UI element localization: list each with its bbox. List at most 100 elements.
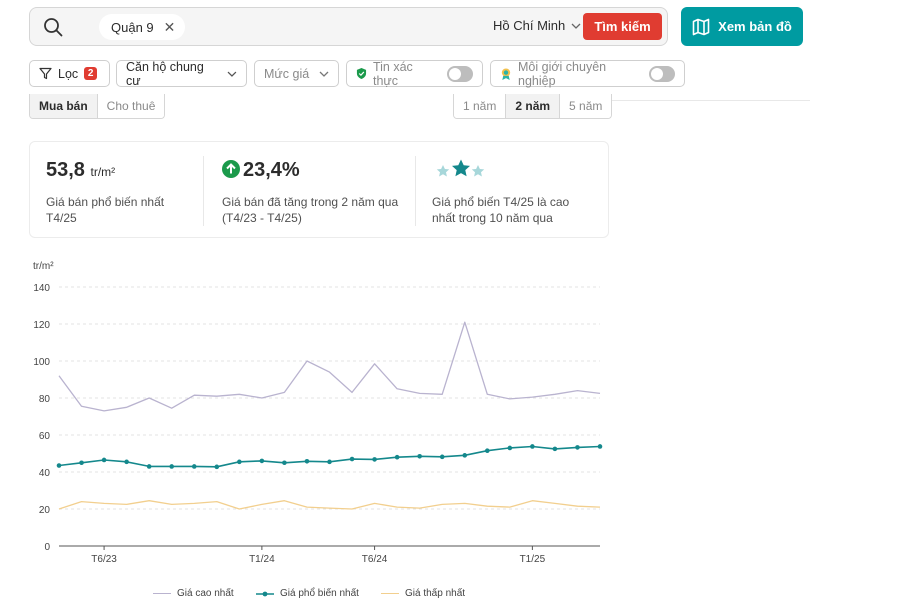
location-chip[interactable]: Quận 9 ✕: [99, 14, 186, 40]
verified-toggle[interactable]: Tin xác thực: [346, 59, 483, 88]
data-point: [417, 453, 422, 459]
close-icon[interactable]: ✕: [163, 19, 176, 35]
tab-mua-ban[interactable]: Mua bán: [30, 94, 97, 118]
stat-growth-value: 23,4%: [222, 159, 300, 182]
price-select[interactable]: Mức giá: [254, 60, 339, 87]
data-point: [462, 453, 468, 458]
star-rating-icon: [436, 159, 485, 177]
tab-cho-thue[interactable]: Cho thuê: [96, 94, 165, 118]
verified-switch[interactable]: [447, 65, 473, 82]
stat-growth-desc: Giá bán đã tăng trong 2 năm qua (T4/23 -…: [222, 195, 399, 225]
data-point: [237, 459, 242, 465]
medal-icon: [501, 67, 511, 80]
property-type-select[interactable]: Căn hộ chung cư: [116, 59, 247, 88]
legend-low-label: Giá thấp nhất: [405, 588, 466, 599]
data-point: [372, 457, 377, 462]
pro-agent-label: Môi giới chuyên nghiệp: [518, 59, 607, 88]
chevron-down-icon: [571, 23, 581, 29]
data-point: [79, 460, 84, 466]
legend-common: Giá phổ biến nhất: [256, 588, 359, 599]
growth-value-number: 23,4%: [243, 159, 300, 181]
data-point: [484, 448, 490, 454]
divider: [600, 100, 810, 101]
city-select[interactable]: Hồ Chí Minh: [493, 18, 581, 33]
data-point: [552, 446, 558, 452]
legend-high-label: Giá cao nhất: [177, 588, 234, 599]
data-point: [439, 454, 445, 460]
tab-5-years[interactable]: 5 năm: [559, 94, 612, 118]
legend-low: Giá thấp nhất: [381, 588, 465, 599]
data-point: [327, 459, 332, 465]
price-select-label: Mức giá: [264, 66, 310, 81]
y-tick-label: 20: [39, 505, 51, 516]
x-tick-label: T1/25: [520, 554, 546, 565]
series-line-0: [58, 321, 601, 412]
price-stats-card: 53,8 tr/m² Giá bán phổ biến nhất T4/25 2…: [29, 141, 609, 238]
data-point: [101, 457, 107, 463]
y-tick-label: 80: [39, 394, 51, 405]
listing-type-tabs: Mua bán Cho thuê: [29, 94, 166, 119]
stat-common-price: 53,8 tr/m² Giá bán phổ biến nhất T4/25: [46, 142, 206, 237]
chevron-down-icon: [319, 71, 329, 77]
arrow-up-icon: [222, 160, 240, 178]
filter-label: Lọc: [58, 66, 79, 81]
data-point: [507, 445, 513, 451]
data-point: [282, 460, 287, 466]
map-view-label: Xem bản đồ: [718, 19, 792, 34]
data-point: [575, 445, 580, 450]
y-tick-label: 120: [33, 320, 50, 331]
data-point: [56, 463, 62, 468]
y-tick-label: 140: [33, 283, 50, 294]
chevron-down-icon: [227, 71, 237, 77]
data-point: [191, 464, 197, 469]
map-icon: [692, 18, 710, 35]
data-point: [597, 444, 603, 449]
filter-icon: [39, 67, 52, 80]
price-value-unit: tr/m²: [90, 165, 116, 179]
verified-label: Tin xác thực: [372, 59, 413, 88]
y-tick-label: 100: [33, 357, 50, 368]
data-point: [259, 458, 265, 464]
city-select-label: Hồ Chí Minh: [493, 18, 566, 33]
filter-button[interactable]: Lọc 2: [29, 60, 110, 87]
location-chip-label: Quận 9: [111, 19, 154, 35]
stat-price-value: 53,8 tr/m²: [46, 159, 115, 182]
period-tabs: 1 năm 2 năm 5 năm: [453, 94, 613, 119]
stat-rating: Giá phổ biến T4/25 là cao nhất trong 10 …: [432, 142, 597, 237]
stat-growth: 23,4% Giá bán đã tăng trong 2 năm qua (T…: [222, 142, 412, 237]
data-point: [304, 458, 310, 464]
y-axis-label: tr/m²: [33, 261, 54, 272]
legend-common-label: Giá phổ biến nhất: [280, 588, 359, 599]
data-point: [214, 464, 220, 470]
search-button[interactable]: Tìm kiếm: [583, 13, 662, 40]
y-tick-label: 40: [39, 468, 51, 479]
filter-count-badge: 2: [84, 67, 98, 80]
stat-separator: [203, 156, 204, 226]
stat-separator: [415, 156, 416, 226]
pro-agent-toggle[interactable]: Môi giới chuyên nghiệp: [490, 59, 685, 88]
pro-agent-switch[interactable]: [649, 65, 675, 82]
data-point: [394, 454, 400, 460]
tab-1-year[interactable]: 1 năm: [454, 94, 506, 118]
x-tick-label: T6/24: [362, 554, 388, 565]
legend-high-swatch: [153, 592, 171, 595]
price-value-number: 53,8: [46, 159, 85, 181]
price-line-chart: tr/m² 0 20 40 60 80 100 120 140 T6/23 T1/24 T6/24 T…: [33, 261, 603, 565]
stat-rating-desc: Giá phổ biến T4/25 là cao nhất trong 10 …: [432, 195, 570, 225]
legend-high: Giá cao nhất: [153, 588, 234, 599]
property-type-label: Căn hộ chung cư: [126, 59, 204, 88]
map-view-button[interactable]: Xem bản đồ: [681, 7, 803, 46]
x-tick-label: T1/24: [249, 554, 275, 565]
data-point: [530, 444, 535, 449]
data-point: [124, 459, 129, 465]
search-icon: [44, 18, 63, 37]
x-tick-label: T6/23: [91, 554, 117, 565]
data-point: [146, 464, 152, 469]
search-bar[interactable]: Quận 9 ✕ Hồ Chí Minh Tìm kiếm: [29, 7, 668, 46]
y-tick-label: 60: [39, 431, 51, 442]
legend-common-swatch: [256, 591, 274, 596]
stat-price-desc: Giá bán phổ biến nhất T4/25: [46, 195, 165, 225]
tab-2-years[interactable]: 2 năm: [505, 94, 560, 118]
rating-stars: [435, 158, 487, 185]
y-tick-label: 0: [44, 542, 50, 553]
